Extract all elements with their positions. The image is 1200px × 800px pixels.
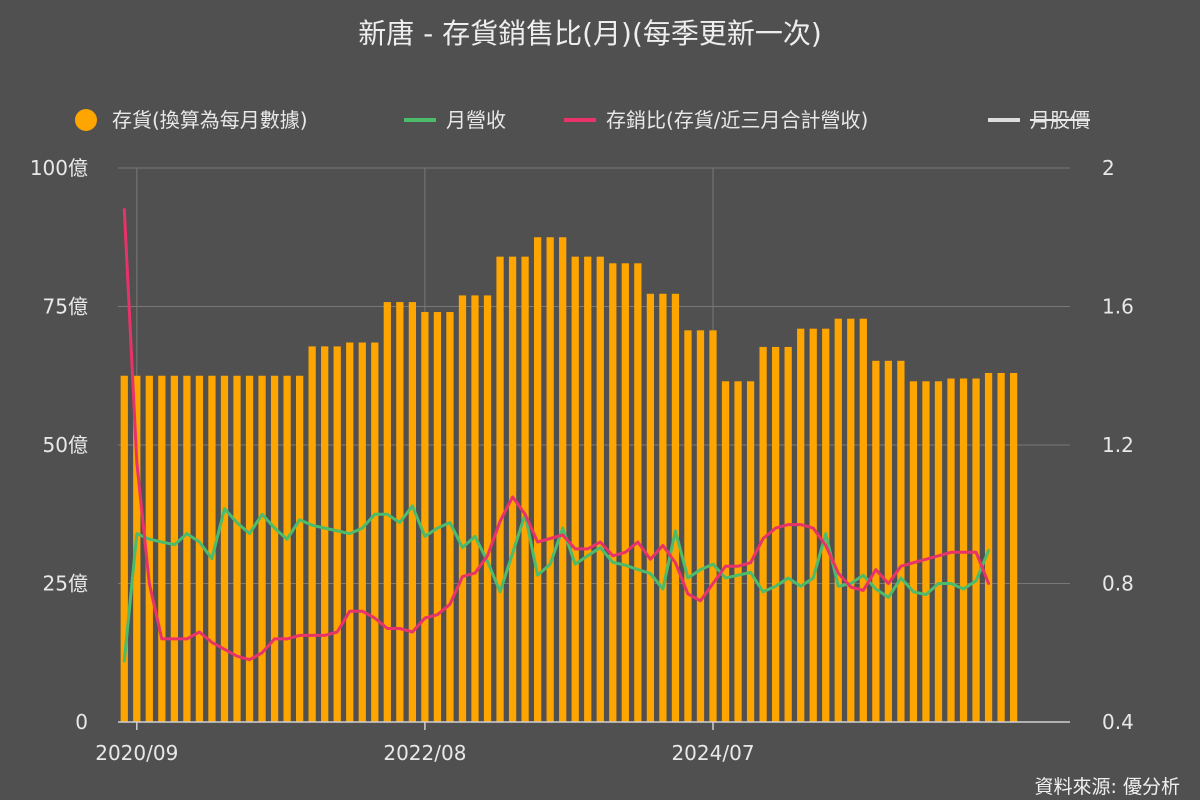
x-tick-label: 2024/07: [671, 741, 754, 765]
inventory-bar: [909, 381, 918, 722]
inventory-bar: [446, 312, 454, 722]
legend-label: 存貨(換算為每月數據): [112, 108, 308, 132]
series-lines: [122, 208, 991, 663]
left-y-tick-label: 50億: [43, 433, 88, 457]
legend-item[interactable]: 月營收: [404, 108, 506, 132]
inventory-bar: [596, 256, 604, 722]
inventory-bar: [609, 263, 617, 722]
inventory-bar: [508, 256, 517, 722]
inventory-bar: [571, 256, 579, 722]
inventory-bar: [1009, 372, 1018, 722]
inventory-bar: [195, 375, 204, 722]
inventory-bar: [383, 302, 391, 722]
inventory-bar: [533, 237, 542, 722]
inventory-bar: [784, 346, 792, 722]
inventory-bar: [959, 378, 968, 722]
inventory-bar: [321, 346, 329, 722]
inventory-bar: [897, 360, 905, 722]
inventory-bar: [759, 346, 767, 722]
x-tick-label: 2022/08: [383, 741, 466, 765]
inventory-bar: [145, 375, 153, 722]
inventory-bar: [809, 328, 817, 722]
inventory-bar: [771, 346, 780, 722]
inventory-bar: [947, 378, 955, 722]
inventory-bar: [834, 318, 842, 722]
inventory-bar: [471, 295, 479, 722]
inventory-bar: [872, 360, 880, 722]
legend-item[interactable]: 存貨(換算為每月數據): [75, 108, 308, 132]
inventory-bar: [584, 256, 592, 722]
inventory-bar: [621, 263, 629, 722]
inventory-bar: [984, 372, 993, 722]
inventory-bar: [684, 330, 692, 722]
legend-label: 月營收: [446, 108, 506, 132]
legend-circle-marker: [75, 109, 97, 131]
inventory-bar: [245, 375, 254, 722]
axes: 0 25億 50億 75億 100億 0.4 0.8 1.2 1.6 2 2020/09 2022/0…: [30, 156, 1134, 765]
inventory-bar: [496, 256, 504, 722]
inventory-bar: [220, 375, 229, 722]
inventory-bar: [233, 375, 241, 722]
inventory-bar: [308, 346, 316, 722]
inventory-bar: [734, 381, 742, 722]
inventory-bar: [283, 375, 291, 722]
legend-item[interactable]: 月股價: [988, 108, 1090, 132]
legend-item[interactable]: 存銷比(存貨/近三月合計營收): [564, 108, 868, 132]
inventory-bar: [408, 302, 417, 722]
inventory-bar: [859, 318, 867, 722]
chart-title: 新唐 - 存貨銷售比(月)(每季更新一次): [358, 17, 822, 50]
inventory-bar: [721, 381, 730, 722]
inventory-bars: [120, 237, 1018, 722]
inventory-bar: [634, 263, 642, 722]
inventory-bar: [208, 375, 216, 722]
inventory-bar: [371, 342, 379, 722]
inventory-bar: [120, 375, 128, 722]
x-tick-label: 2020/09: [95, 741, 178, 765]
left-y-tick-label: 100億: [30, 156, 88, 180]
inventory-bar: [358, 342, 366, 722]
right-y-tick-label: 0.8: [1102, 572, 1134, 596]
source-label: 資料來源: 優分析: [1035, 776, 1180, 798]
inventory-bar: [709, 330, 717, 722]
inventory-bar: [847, 318, 855, 722]
inventory-bar: [396, 302, 404, 722]
inventory-bar: [922, 381, 930, 722]
inventory-bar: [158, 375, 166, 722]
inventory-bar: [696, 330, 705, 722]
inventory-bar: [559, 237, 567, 722]
right-y-tick-label: 1.6: [1102, 295, 1134, 319]
right-y-tick-label: 0.4: [1102, 710, 1134, 734]
inventory-bar: [458, 295, 467, 722]
inventory-bar: [746, 381, 755, 722]
right-y-tick-label: 2: [1102, 156, 1115, 180]
left-y-tick-label: 25億: [43, 572, 88, 596]
legend-label: 存銷比(存貨/近三月合計營收): [606, 108, 868, 132]
inventory-bar: [295, 375, 304, 722]
inventory-bar: [884, 360, 893, 722]
left-y-tick-label: 0: [75, 710, 88, 734]
inventory-bar: [258, 375, 266, 722]
inventory-bar: [646, 293, 655, 722]
right-y-tick-label: 1.2: [1102, 433, 1134, 457]
left-y-tick-label: 75億: [43, 295, 88, 319]
inventory-bar: [483, 295, 492, 722]
inventory-bar: [671, 293, 680, 722]
inventory-bar: [170, 375, 179, 722]
inventory-bar: [521, 256, 529, 722]
legend[interactable]: 存貨(換算為每月數據) 月營收 存銷比(存貨/近三月合計營收) 月股價: [75, 108, 1090, 132]
ratio-line: [122, 208, 991, 662]
inventory-bar: [972, 378, 980, 722]
inventory-bar: [659, 293, 667, 722]
inventory-bar: [433, 312, 442, 722]
inventory-bar: [546, 237, 554, 722]
inventory-bar: [934, 381, 943, 722]
inventory-bar: [270, 375, 279, 722]
inventory-bar: [333, 346, 341, 722]
inventory-bar: [822, 328, 830, 722]
inventory-bar: [997, 372, 1005, 722]
inventory-bar: [183, 375, 191, 722]
inventory-bar: [421, 312, 429, 722]
revenue-line: [122, 504, 991, 663]
